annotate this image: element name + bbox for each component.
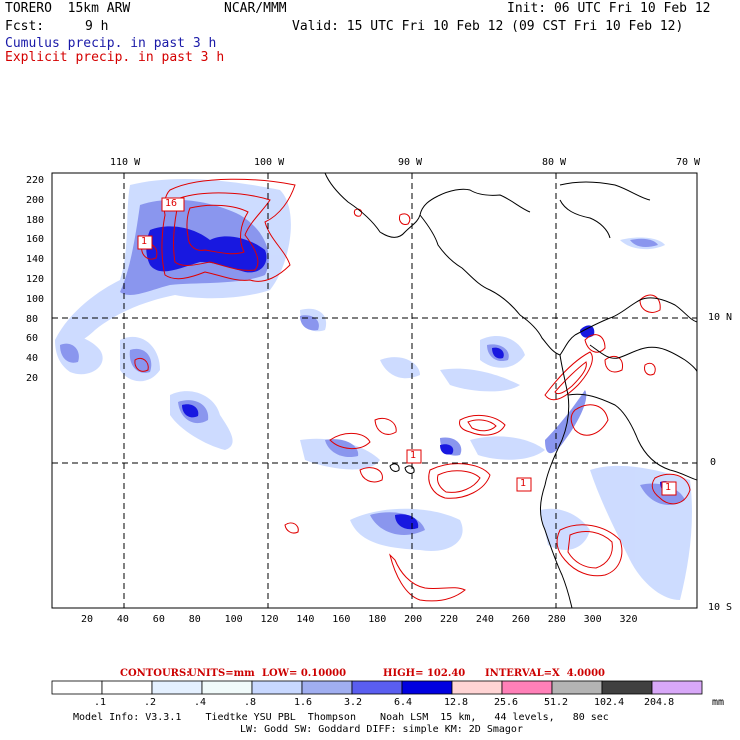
colorbar-swatch [201, 680, 253, 695]
forecast-hours: 9 h [85, 19, 109, 34]
contours-interval: INTERVAL=X 4.0000 [485, 668, 605, 679]
colorbar-swatch [251, 680, 303, 695]
lon-label-100w: 100 W [254, 157, 285, 168]
colorbar-label: .2 [144, 697, 157, 708]
explicit-contours [134, 178, 691, 602]
colorbar-label: 51.2 [544, 697, 569, 708]
colorbar-label: .1 [94, 697, 107, 708]
valid-time: Valid: 15 UTC Fri 10 Feb 12 (09 CST Fri … [292, 19, 684, 34]
x-tick-label: 80 [188, 614, 201, 625]
lat-label-0: 0 [710, 457, 717, 468]
y-tick-label: 140 [26, 254, 45, 266]
field-title-cumulus: Cumulus precip. in past 3 h [5, 36, 217, 51]
colorbar-label: .8 [244, 697, 257, 708]
colorbar-label: 204.8 [644, 697, 675, 708]
x-tick-label: 120 [260, 614, 279, 625]
colorbar-swatch [301, 680, 353, 695]
center-name: NCAR/MMM [224, 1, 287, 16]
x-tick-label: 200 [404, 614, 423, 625]
lon-label-70w: 70 W [676, 157, 701, 168]
precip-shading [55, 178, 692, 600]
contour-label-5: 1 [665, 482, 672, 493]
colorbar [51, 680, 703, 695]
x-tick-label: 60 [152, 614, 165, 625]
forecast-label: Fcst: [5, 19, 45, 34]
colorbar-swatch [551, 680, 603, 695]
contour-label-3: 1 [410, 450, 417, 461]
colorbar-label: 102.4 [594, 697, 625, 708]
y-tick-label: 80 [26, 313, 39, 325]
colorbar-swatch [151, 680, 203, 695]
model-physics: LW: Godd SW: Goddard DIFF: simple KM: 2D… [240, 724, 523, 735]
lon-label-110w: 110 W [110, 157, 141, 168]
y-tick-label: 220 [26, 175, 45, 186]
contours-high: HIGH= 102.40 [383, 668, 466, 679]
x-tick-label: 280 [547, 614, 566, 625]
x-tick-label: 220 [440, 614, 459, 625]
map-frame [51, 172, 698, 609]
colorbar-label: 25.6 [494, 697, 519, 708]
y-tick-label: 100 [26, 293, 45, 305]
x-tick-label: 20 [81, 614, 94, 625]
colorbar-label: 12.8 [444, 697, 469, 708]
colorbar-swatch [51, 680, 103, 695]
y-tick-label: 20 [26, 373, 39, 384]
x-tick-label: 100 [224, 614, 243, 625]
colorbar-swatch [101, 680, 153, 695]
colorbar-label: 3.2 [344, 697, 363, 708]
colorbar-swatch [501, 680, 553, 695]
coastlines [324, 173, 697, 608]
x-tick-label: 260 [511, 614, 530, 625]
colorbar-swatch [401, 680, 453, 695]
colorbar-unit: mm [712, 697, 725, 708]
colorbar-swatch [451, 680, 503, 695]
y-tick-label: 120 [26, 274, 45, 285]
x-tick-label: 140 [296, 614, 315, 625]
contour-label-2: 1 [141, 236, 148, 247]
lon-label-90w: 90 W [398, 157, 423, 168]
field-title-explicit: Explicit precip. in past 3 h [5, 50, 225, 65]
colorbar-swatch [351, 680, 403, 695]
y-tick-label: 180 [26, 214, 45, 226]
colorbar-label: 6.4 [394, 697, 413, 708]
lat-label-10n: 10 N [708, 312, 733, 323]
contours-label: CONTOURS: [120, 668, 190, 679]
colorbar-label: .4 [194, 697, 207, 708]
colorbar-swatch [601, 680, 653, 695]
lat-label-10s: 10 S [708, 602, 733, 613]
init-time: Init: 06 UTC Fri 10 Feb 12 [507, 1, 711, 16]
x-tick-label: 320 [619, 614, 638, 625]
x-tick-label: 180 [368, 614, 387, 625]
y-tick-label: 200 [26, 194, 45, 206]
lon-label-80w: 80 W [542, 157, 567, 168]
model-title: TORERO 15km ARW [5, 1, 131, 16]
y-tick-label: 40 [26, 353, 39, 365]
x-tick-label: 240 [475, 614, 494, 625]
contours-low: LOW= 0.10000 [262, 668, 347, 679]
contours-units: UNITS=mm [188, 668, 255, 679]
contour-label-4: 1 [520, 478, 527, 489]
contour-labels [137, 197, 677, 496]
model-info: Model Info: V3.3.1 Tiedtke YSU PBL Thomp… [73, 712, 609, 723]
colorbar-swatch [651, 680, 703, 695]
y-tick-label: 160 [26, 234, 45, 246]
colorbar-label: 1.6 [294, 697, 313, 708]
graticule [52, 173, 697, 608]
x-tick-label: 160 [332, 614, 351, 625]
y-tick-label: 60 [26, 333, 39, 345]
x-tick-label: 300 [583, 614, 602, 625]
contour-label-1: 16 [165, 198, 178, 209]
x-tick-label: 40 [116, 614, 129, 625]
